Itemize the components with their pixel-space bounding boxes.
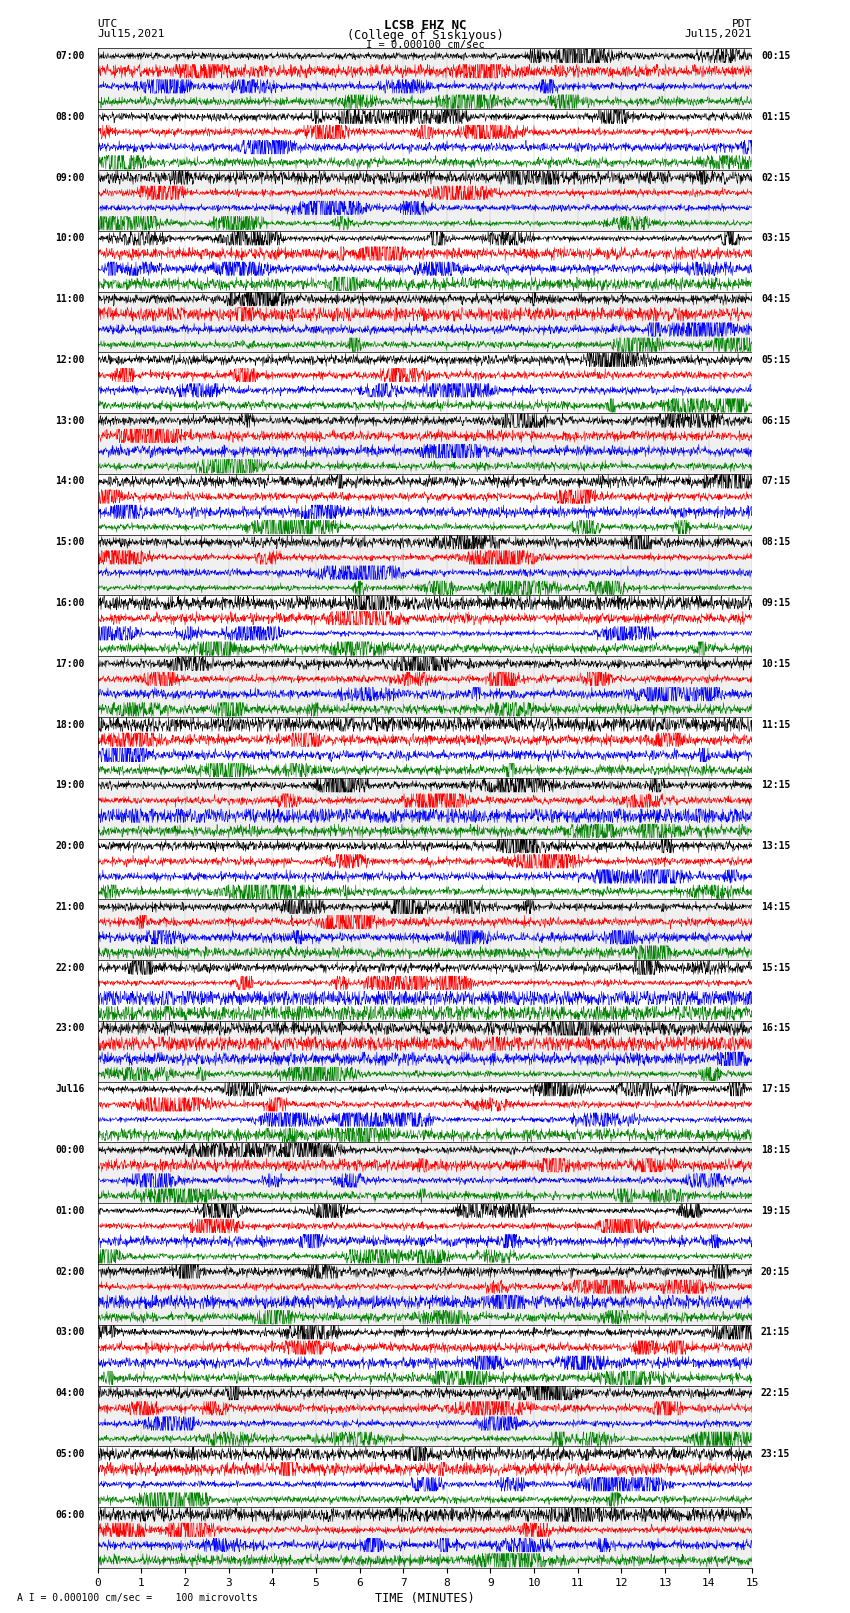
Bar	[98, 716, 752, 777]
Text: A I = 0.000100 cm/sec =    100 microvolts: A I = 0.000100 cm/sec = 100 microvolts	[17, 1594, 258, 1603]
Bar	[98, 474, 752, 534]
Text: 06:00: 06:00	[55, 1510, 85, 1519]
Text: 08:15: 08:15	[761, 537, 790, 547]
Text: 15:15: 15:15	[761, 963, 790, 973]
Bar	[98, 292, 752, 352]
Bar	[98, 656, 752, 716]
Bar	[98, 231, 752, 292]
Bar	[98, 1507, 752, 1568]
Text: 12:00: 12:00	[55, 355, 85, 365]
Text: 05:00: 05:00	[55, 1448, 85, 1458]
Text: Jul16: Jul16	[55, 1084, 85, 1094]
Text: Jul15,2021: Jul15,2021	[685, 29, 752, 39]
Bar	[98, 777, 752, 839]
Text: 09:00: 09:00	[55, 173, 85, 182]
Text: 18:15: 18:15	[761, 1145, 790, 1155]
Bar	[98, 960, 752, 1021]
Text: 07:00: 07:00	[55, 52, 85, 61]
Text: 01:00: 01:00	[55, 1207, 85, 1216]
Bar	[98, 413, 752, 474]
Text: 22:00: 22:00	[55, 963, 85, 973]
Bar	[98, 1142, 752, 1203]
Bar	[98, 1386, 752, 1447]
Text: 04:00: 04:00	[55, 1389, 85, 1398]
Text: (College of Siskiyous): (College of Siskiyous)	[347, 29, 503, 42]
Text: 03:15: 03:15	[761, 234, 790, 244]
Text: PDT: PDT	[732, 19, 752, 29]
Text: UTC: UTC	[98, 19, 118, 29]
Bar	[98, 839, 752, 900]
Bar	[98, 1447, 752, 1507]
Text: 23:15: 23:15	[761, 1448, 790, 1458]
Bar	[98, 110, 752, 169]
Text: 19:15: 19:15	[761, 1207, 790, 1216]
Text: 07:15: 07:15	[761, 476, 790, 487]
Text: 14:15: 14:15	[761, 902, 790, 911]
Bar	[98, 1082, 752, 1142]
Bar	[98, 1324, 752, 1386]
Bar	[98, 1265, 752, 1324]
Text: 11:00: 11:00	[55, 294, 85, 305]
Text: 20:00: 20:00	[55, 840, 85, 852]
Text: 17:15: 17:15	[761, 1084, 790, 1094]
Text: 10:00: 10:00	[55, 234, 85, 244]
Text: LCSB EHZ NC: LCSB EHZ NC	[383, 19, 467, 32]
Text: 14:00: 14:00	[55, 476, 85, 487]
Text: 09:15: 09:15	[761, 598, 790, 608]
Text: 12:15: 12:15	[761, 781, 790, 790]
Text: 20:15: 20:15	[761, 1266, 790, 1276]
Text: 04:15: 04:15	[761, 294, 790, 305]
Text: 19:00: 19:00	[55, 781, 85, 790]
Bar	[98, 169, 752, 231]
Bar	[98, 352, 752, 413]
Text: 13:00: 13:00	[55, 416, 85, 426]
Text: 02:00: 02:00	[55, 1266, 85, 1276]
Text: 22:15: 22:15	[761, 1389, 790, 1398]
Text: 02:15: 02:15	[761, 173, 790, 182]
Text: 15:00: 15:00	[55, 537, 85, 547]
X-axis label: TIME (MINUTES): TIME (MINUTES)	[375, 1592, 475, 1605]
Text: 16:00: 16:00	[55, 598, 85, 608]
Text: 21:15: 21:15	[761, 1327, 790, 1337]
Text: 01:15: 01:15	[761, 111, 790, 121]
Text: 00:00: 00:00	[55, 1145, 85, 1155]
Text: 03:00: 03:00	[55, 1327, 85, 1337]
Bar	[98, 1021, 752, 1082]
Bar	[98, 48, 752, 110]
Bar	[98, 900, 752, 960]
Text: 21:00: 21:00	[55, 902, 85, 911]
Text: 17:00: 17:00	[55, 658, 85, 669]
Text: 10:15: 10:15	[761, 658, 790, 669]
Text: 23:00: 23:00	[55, 1023, 85, 1034]
Bar	[98, 534, 752, 595]
Text: 16:15: 16:15	[761, 1023, 790, 1034]
Bar	[98, 1203, 752, 1265]
Bar	[98, 595, 752, 656]
Text: 06:15: 06:15	[761, 416, 790, 426]
Text: 00:15: 00:15	[761, 52, 790, 61]
Text: I = 0.000100 cm/sec: I = 0.000100 cm/sec	[366, 40, 484, 50]
Text: 11:15: 11:15	[761, 719, 790, 729]
Text: 13:15: 13:15	[761, 840, 790, 852]
Text: Jul15,2021: Jul15,2021	[98, 29, 165, 39]
Text: 08:00: 08:00	[55, 111, 85, 121]
Text: 05:15: 05:15	[761, 355, 790, 365]
Text: 18:00: 18:00	[55, 719, 85, 729]
